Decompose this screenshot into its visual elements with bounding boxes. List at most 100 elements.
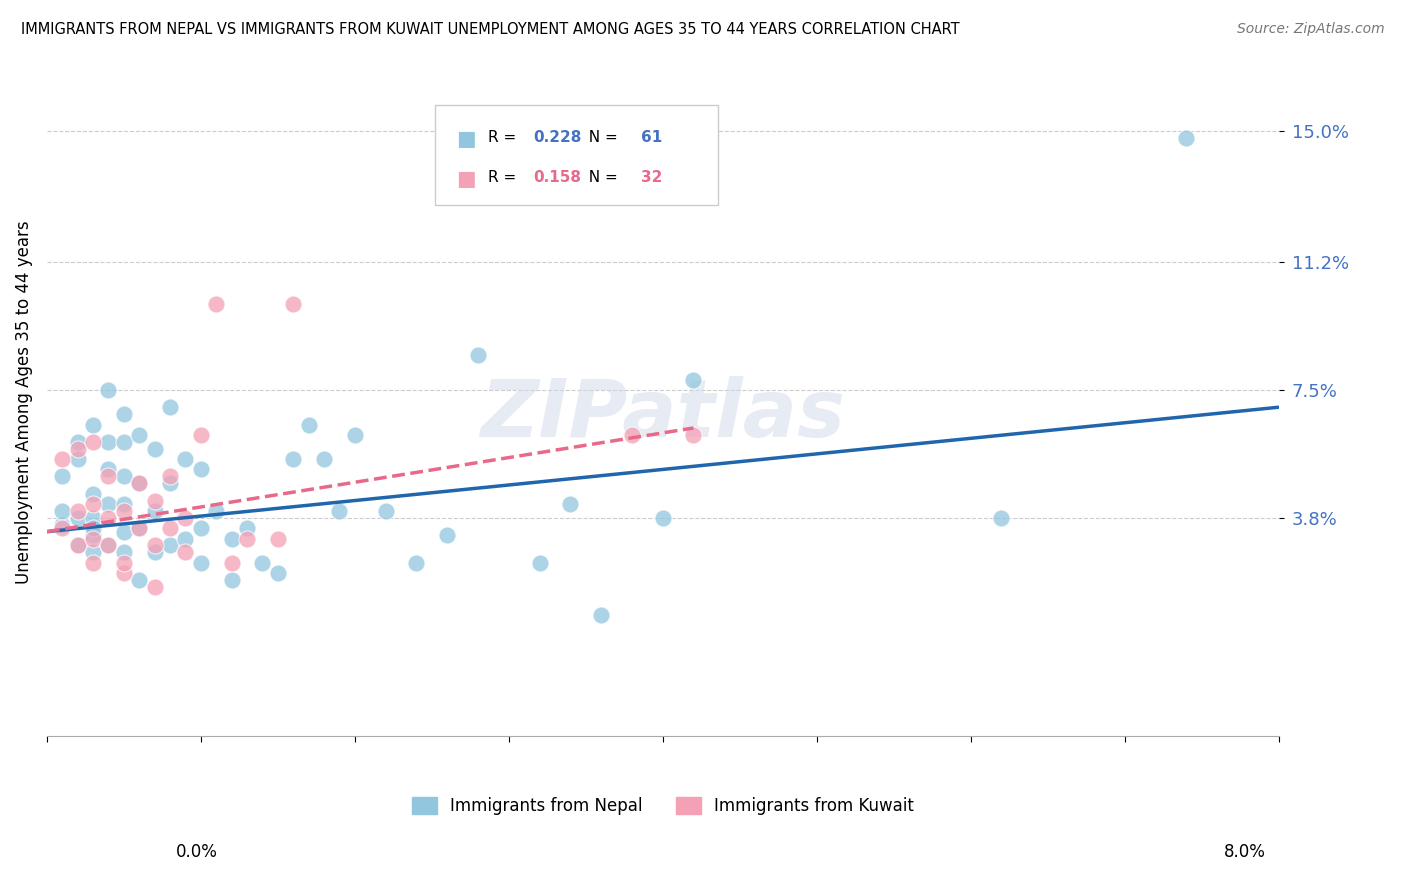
Text: N =: N =	[579, 129, 623, 145]
Point	[190, 428, 212, 442]
Point	[159, 401, 181, 415]
Point	[159, 469, 181, 483]
Point	[174, 532, 197, 546]
Point	[112, 556, 135, 570]
Point	[51, 504, 73, 518]
Point	[82, 528, 104, 542]
Point	[66, 511, 89, 525]
Point	[51, 469, 73, 483]
Point	[66, 539, 89, 553]
Point	[97, 539, 120, 553]
Point	[112, 407, 135, 421]
Point	[128, 573, 150, 587]
Point	[651, 511, 673, 525]
Point	[205, 504, 228, 518]
Point	[236, 532, 259, 546]
Point	[82, 556, 104, 570]
Point	[97, 469, 120, 483]
Point	[112, 497, 135, 511]
Point	[112, 545, 135, 559]
Point	[283, 452, 305, 467]
Text: 32: 32	[641, 169, 662, 185]
Text: 0.228: 0.228	[533, 129, 582, 145]
Point	[560, 497, 582, 511]
Point	[97, 497, 120, 511]
Point	[682, 428, 704, 442]
Text: R =: R =	[488, 169, 522, 185]
Text: ZIPatlas: ZIPatlas	[481, 376, 845, 454]
Text: Source: ZipAtlas.com: Source: ZipAtlas.com	[1237, 22, 1385, 37]
Point	[112, 434, 135, 449]
Point	[591, 607, 613, 622]
Text: 0.158: 0.158	[533, 169, 581, 185]
Point	[190, 462, 212, 476]
Text: N =: N =	[579, 169, 623, 185]
Point	[405, 556, 427, 570]
Point	[529, 556, 551, 570]
Point	[267, 532, 290, 546]
Legend: Immigrants from Nepal, Immigrants from Kuwait: Immigrants from Nepal, Immigrants from K…	[405, 790, 921, 822]
Point	[467, 348, 489, 362]
Point	[236, 521, 259, 535]
Point	[97, 462, 120, 476]
Point	[143, 504, 166, 518]
Point	[190, 556, 212, 570]
Point	[51, 521, 73, 535]
Point	[82, 511, 104, 525]
Point	[82, 434, 104, 449]
Point	[97, 383, 120, 397]
Point	[436, 528, 458, 542]
Point	[82, 545, 104, 559]
Point	[374, 504, 396, 518]
Point	[143, 442, 166, 456]
Point	[66, 539, 89, 553]
Point	[128, 521, 150, 535]
FancyBboxPatch shape	[434, 105, 718, 205]
Point	[682, 373, 704, 387]
Point	[190, 521, 212, 535]
Point	[143, 580, 166, 594]
Point	[252, 556, 274, 570]
Point	[112, 469, 135, 483]
Point	[82, 417, 104, 432]
Text: 0.0%: 0.0%	[176, 843, 218, 861]
Point	[343, 428, 366, 442]
Point	[990, 511, 1012, 525]
Text: 8.0%: 8.0%	[1223, 843, 1265, 861]
Text: ■: ■	[456, 169, 475, 188]
Point	[328, 504, 350, 518]
Point	[66, 452, 89, 467]
Point	[283, 296, 305, 310]
Point	[143, 493, 166, 508]
Text: 61: 61	[641, 129, 662, 145]
Y-axis label: Unemployment Among Ages 35 to 44 years: Unemployment Among Ages 35 to 44 years	[15, 220, 32, 584]
Point	[221, 532, 243, 546]
Point	[221, 556, 243, 570]
Point	[112, 524, 135, 539]
Point	[143, 545, 166, 559]
Point	[112, 504, 135, 518]
Point	[82, 521, 104, 535]
Point	[97, 539, 120, 553]
Point	[128, 428, 150, 442]
Point	[97, 434, 120, 449]
Point	[267, 566, 290, 581]
Point	[66, 434, 89, 449]
Point	[221, 573, 243, 587]
Point	[174, 545, 197, 559]
Point	[205, 296, 228, 310]
Point	[51, 517, 73, 532]
Text: ■: ■	[456, 128, 475, 149]
Point	[112, 566, 135, 581]
Point	[159, 539, 181, 553]
Text: R =: R =	[488, 129, 522, 145]
Point	[159, 521, 181, 535]
Point	[143, 539, 166, 553]
Point	[66, 442, 89, 456]
Point	[312, 452, 335, 467]
Point	[97, 511, 120, 525]
Text: IMMIGRANTS FROM NEPAL VS IMMIGRANTS FROM KUWAIT UNEMPLOYMENT AMONG AGES 35 TO 44: IMMIGRANTS FROM NEPAL VS IMMIGRANTS FROM…	[21, 22, 960, 37]
Point	[297, 417, 319, 432]
Point	[82, 486, 104, 500]
Point	[82, 497, 104, 511]
